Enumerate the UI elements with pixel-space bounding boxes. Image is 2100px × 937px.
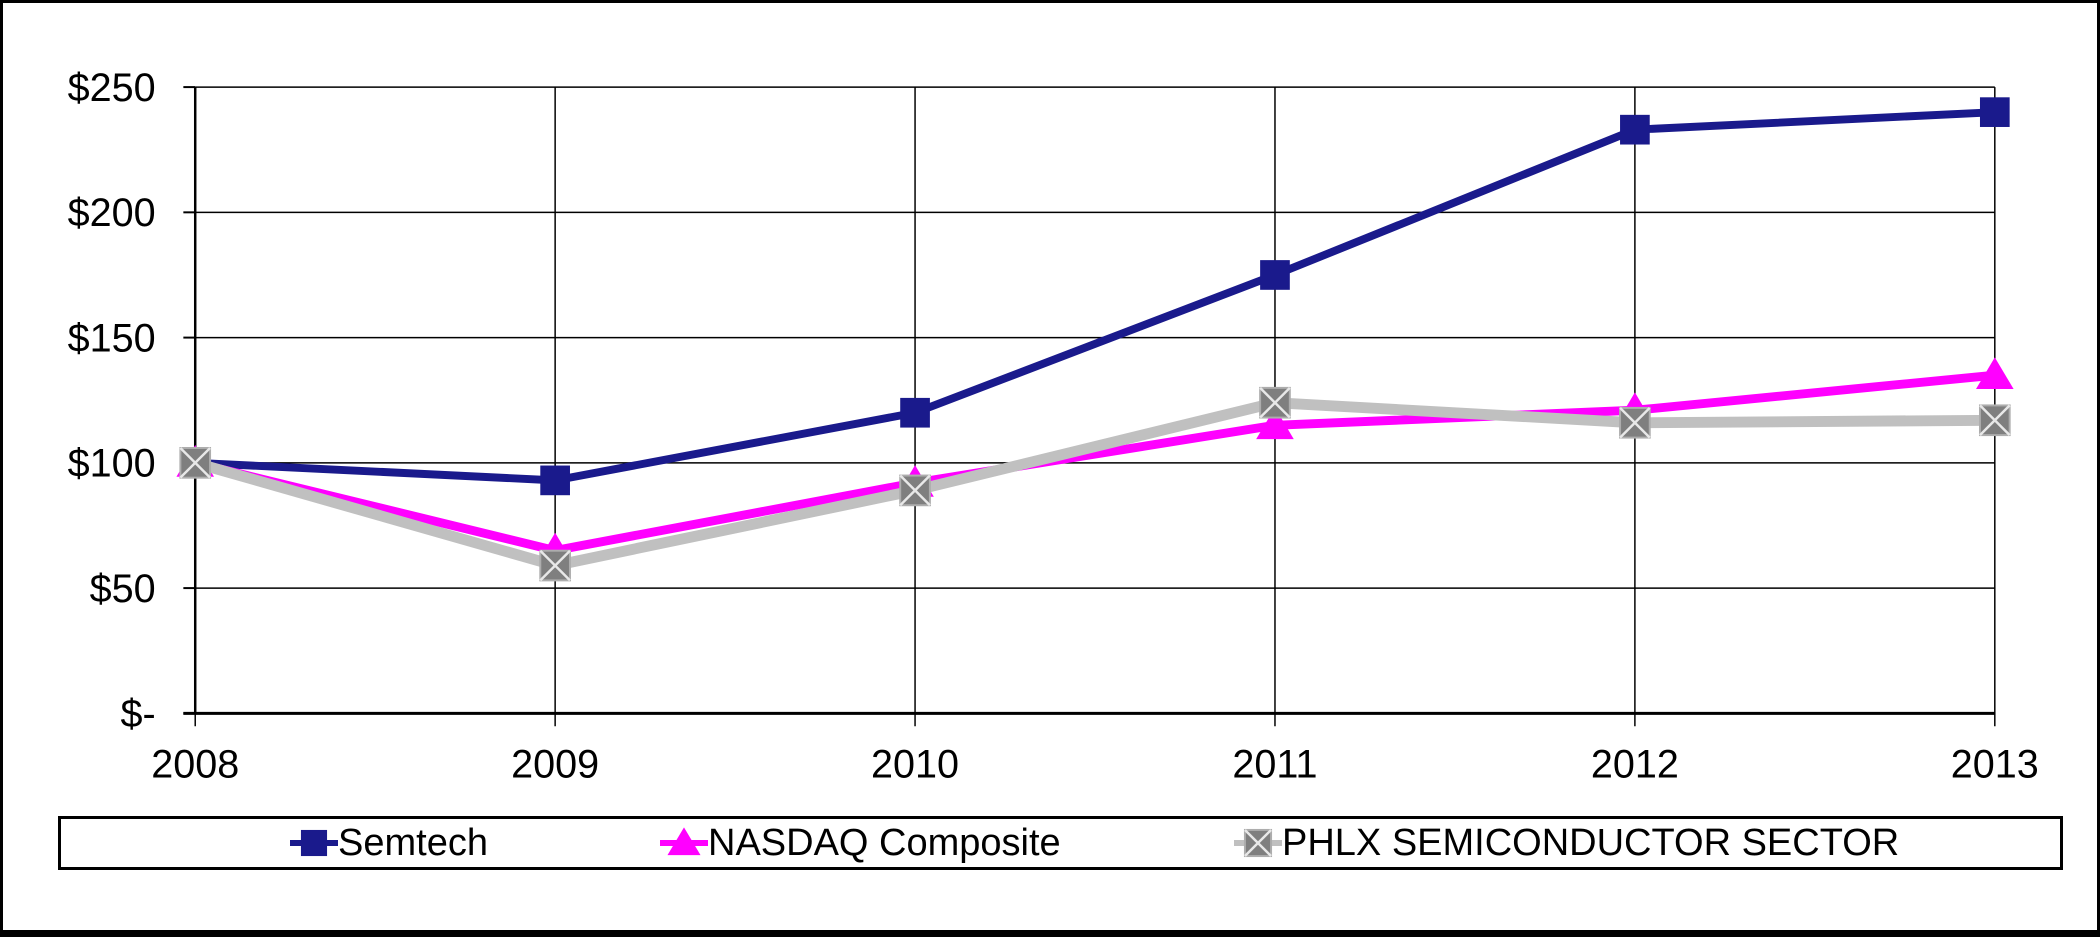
legend-label-semtech: Semtech	[338, 822, 488, 864]
series-line-semtech	[195, 108, 1996, 485]
phlx-series-marker-icon	[1234, 828, 1282, 858]
nasdaq-series-marker-icon	[660, 827, 708, 856]
series-line-phlx-semiconductor-sector	[193, 397, 1995, 571]
square-marker	[900, 397, 930, 428]
y-axis-label: $50	[90, 567, 156, 611]
legend-item-phlx-semiconductor: PHLX SEMICONDUCTOR SECTOR	[1234, 819, 1899, 867]
semtech-series-marker-icon	[290, 829, 338, 857]
x-axis-label: 2013	[1951, 743, 2039, 787]
square-marker	[1260, 260, 1290, 290]
legend-item-nasdaq-composite: NASDAQ Composite	[660, 819, 1061, 867]
triangle-marker	[1256, 407, 1294, 440]
series-line-nasdaq-composite	[194, 370, 1996, 555]
legend-label-nasdaq-composite: NASDAQ Composite	[708, 822, 1061, 864]
triangle-marker	[667, 827, 701, 856]
legend-label-phlx-semiconductor: PHLX SEMICONDUCTOR SECTOR	[1282, 822, 1900, 864]
y-axis-label: $100	[68, 442, 156, 486]
x-axis-label: 2011	[1232, 743, 1317, 787]
y-axis-label: $150	[68, 316, 156, 360]
y-axis-label: $200	[68, 191, 156, 235]
legend-item-semtech: Semtech	[290, 819, 488, 867]
square-marker	[540, 465, 570, 496]
square-marker	[300, 829, 328, 857]
x-axis-label: 2012	[1591, 743, 1679, 787]
x-axis-label: 2009	[511, 743, 599, 787]
square-marker	[1979, 97, 2010, 127]
chart-plot-area: $- $50 $100 $150 $200 $250 2008 2009 2010 2011 201…	[68, 66, 2039, 787]
x-axis-label: 2008	[151, 743, 239, 787]
chart-legend: Semtech NASDAQ Composite PHLX SEMICONDUC…	[58, 816, 2063, 870]
y-axis-label: $-	[120, 692, 155, 736]
x-axis-label: 2010	[871, 743, 959, 787]
y-axis-label: $250	[68, 66, 156, 110]
triangle-marker	[1976, 357, 2014, 390]
square-marker	[1620, 114, 1650, 145]
